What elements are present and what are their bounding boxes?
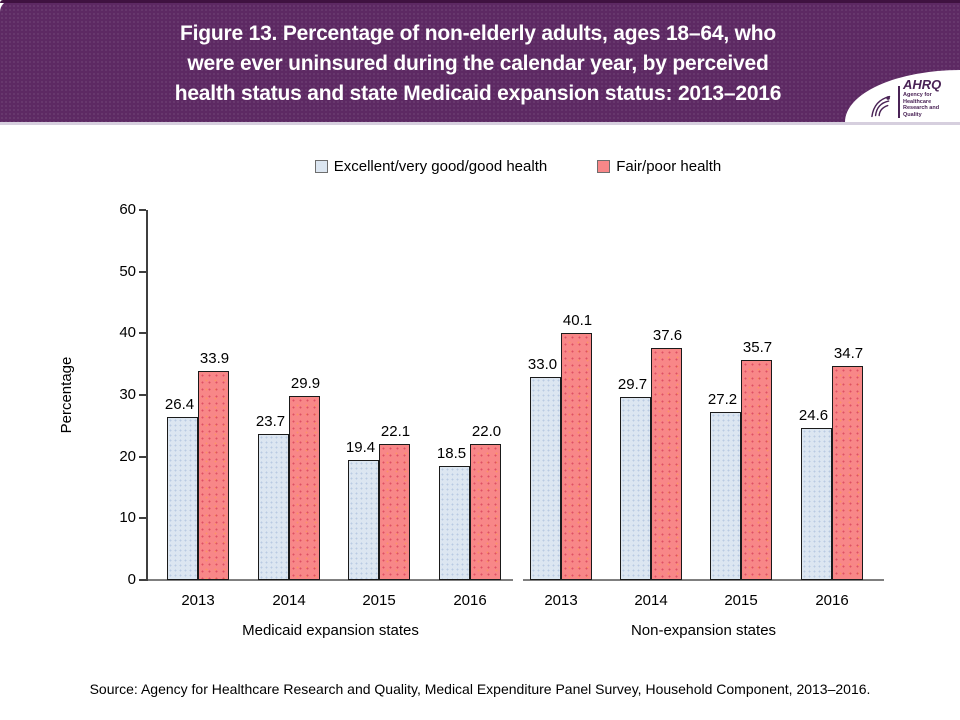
value-label-fair: 35.7	[742, 338, 773, 356]
value-label-excellent: 19.4	[345, 439, 376, 457]
hhs-eagle-icon	[871, 95, 891, 118]
y-tick-label: 0	[127, 571, 136, 588]
header-top-accent	[0, 0, 960, 3]
value-label-excellent: 24.6	[798, 407, 829, 425]
title-line-2: were ever uninsured during the calendar …	[187, 52, 769, 75]
year-label: 2016	[453, 592, 487, 609]
title-line-1: Figure 13. Percentage of non-elderly adu…	[179, 22, 777, 45]
year-label: 2014	[272, 592, 306, 609]
ahrq-logo-corner: AHRQ Agency for Healthcare Research and …	[845, 70, 960, 122]
y-axis-tick	[139, 394, 146, 396]
chart-legend: Excellent/very good/good health Fair/poo…	[148, 158, 888, 175]
y-tick-label: 50	[119, 262, 136, 280]
y-tick-label: 40	[119, 324, 136, 342]
value-label-excellent: 23.7	[255, 412, 286, 430]
value-label-excellent: 29.7	[617, 375, 648, 393]
legend-label-excellent: Excellent/very good/good health	[333, 158, 548, 175]
logo-text: AHRQ Agency for Healthcare Research and …	[903, 78, 958, 118]
year-label: 2015	[362, 592, 396, 609]
bar-fair-2014	[289, 395, 320, 580]
bar-excellent-2015	[710, 412, 741, 580]
y-tick-label: 20	[119, 447, 136, 465]
bar-excellent-2014	[620, 396, 651, 580]
ahrq-wordmark: AHRQ	[903, 77, 942, 92]
bar-fair-2015	[741, 359, 772, 580]
year-label: 2016	[815, 592, 849, 609]
bar-fair-2016	[470, 444, 501, 580]
bar-excellent-2016	[439, 465, 470, 580]
ahrq-tagline-line1: Agency for Healthcare	[903, 92, 932, 105]
value-label-fair: 22.0	[471, 423, 502, 441]
y-axis-tick	[139, 332, 146, 335]
year-label: 2013	[181, 592, 215, 609]
bar-excellent-2013	[167, 417, 198, 580]
bar-fair-2013	[198, 370, 229, 580]
y-axis-title: Percentage	[58, 356, 75, 434]
value-label-fair: 33.9	[199, 349, 230, 367]
group-label: Non-expansion states	[630, 622, 777, 639]
title-line-3: health status and state Medicaid expansi…	[174, 82, 782, 105]
legend-swatch-excellent-icon	[314, 160, 328, 173]
value-label-excellent: 27.2	[707, 391, 738, 409]
value-label-fair: 29.9	[290, 374, 321, 392]
bar-excellent-2015	[348, 460, 379, 580]
y-axis-tick	[139, 209, 146, 211]
ahrq-tagline-line2: Research and Quality	[903, 105, 940, 118]
bar-excellent-2014	[258, 433, 289, 580]
bar-excellent-2016	[801, 428, 832, 580]
bar-fair-2015	[379, 443, 410, 580]
group-label: Medicaid expansion states	[242, 622, 419, 639]
legend-swatch-fair-icon	[597, 160, 611, 173]
value-label-fair: 34.7	[833, 345, 864, 363]
value-label-fair: 40.1	[562, 311, 593, 329]
header-banner: Figure 13. Percentage of non-elderly adu…	[0, 0, 960, 122]
y-axis-tick	[139, 455, 146, 458]
y-tick-label: 10	[119, 509, 136, 527]
bar-fair-2016	[832, 366, 863, 580]
x-axis-segment	[148, 579, 513, 581]
value-label-fair: 22.1	[380, 422, 411, 440]
y-axis-tick	[139, 579, 146, 581]
y-axis-line	[146, 210, 148, 581]
year-label: 2013	[544, 592, 578, 609]
value-label-excellent: 33.0	[527, 355, 558, 373]
bar-fair-2013	[561, 332, 592, 580]
value-label-fair: 37.6	[652, 327, 683, 345]
value-label-excellent: 18.5	[436, 444, 467, 462]
legend-item-excellent: Excellent/very good/good health	[314, 158, 548, 175]
header-bottom-accent	[0, 122, 960, 125]
y-axis-tick	[139, 270, 146, 273]
source-note: Source: Agency for Healthcare Research a…	[89, 681, 871, 697]
bar-excellent-2013	[530, 376, 561, 580]
y-tick-label: 60	[119, 201, 136, 218]
x-axis-segment	[523, 579, 884, 581]
bar-fair-2014	[651, 348, 682, 580]
year-label: 2014	[634, 592, 668, 609]
figure-title: Figure 13. Percentage of non-elderly adu…	[80, 19, 876, 109]
legend-item-fair: Fair/poor health	[597, 158, 721, 175]
year-label: 2015	[724, 592, 758, 609]
value-label-excellent: 26.4	[164, 396, 195, 414]
y-axis-tick	[139, 517, 146, 520]
legend-label-fair: Fair/poor health	[616, 158, 722, 175]
logo-divider	[898, 86, 900, 118]
y-tick-label: 30	[119, 386, 136, 403]
